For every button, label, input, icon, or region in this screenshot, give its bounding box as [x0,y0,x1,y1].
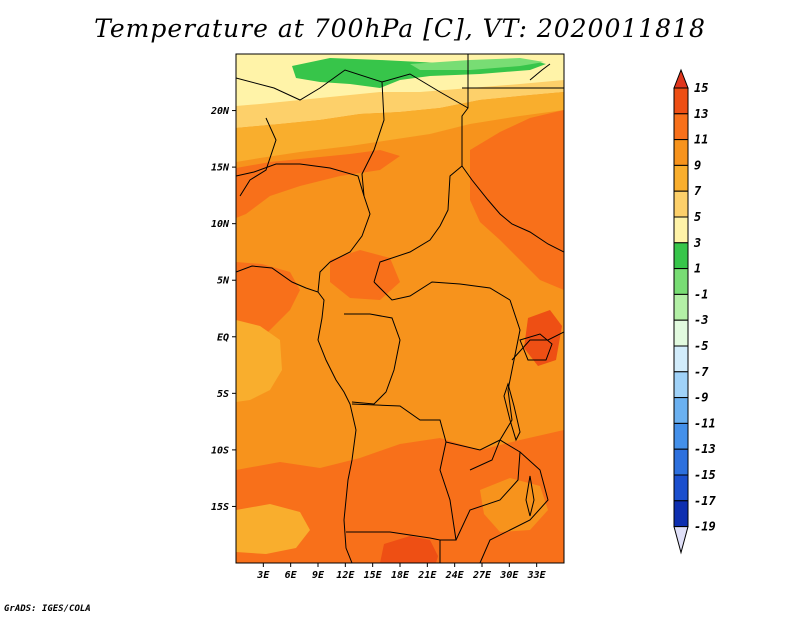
boundary-algeria-libya [236,69,469,109]
colorbar-label: -19 [694,520,716,534]
colorbar-box [673,371,689,399]
colorbar-label: -15 [694,468,716,482]
colorbar-top-arrow [673,68,689,89]
boundary-mali-niger [239,117,277,197]
lake-malawi [525,475,535,517]
lon-tick-label: 12E [336,570,355,581]
field-7-9-south [236,504,310,554]
lat-tick-label: 15N [211,163,230,174]
latitude-ticks: 20N 15N 10N 5N EQ 5S 10S 15S [210,106,236,513]
lon-tick-label: 18E [391,570,410,581]
boundary-sahel-line [236,163,365,197]
boundary-drc-east [469,299,521,471]
boundary-zambia [445,439,521,541]
colorbar-box [673,500,689,528]
boundary-east-africa [511,331,564,361]
lon-tick-label: 15E [364,570,383,581]
lon-tick-label: 24E [445,570,465,581]
colorbar-label: 3 [693,236,701,250]
colorbar-box [673,164,689,192]
colorbar-label: 9 [694,158,701,172]
colorbar-label: -5 [694,339,708,353]
field-11-13-cameroon [330,250,400,300]
colorbar-label: -1 [694,287,708,301]
colorbar-box [673,474,689,502]
lat-tick-label: 20N [210,106,230,117]
lon-tick-label: 21E [417,570,437,581]
lake-tanganyika [503,382,521,442]
lat-tick-label: EQ [217,332,229,343]
lake-victoria [519,333,553,361]
colorbar-label: -7 [694,365,709,379]
red-sea-coast [529,63,551,81]
colorbar-label: 15 [694,81,708,95]
lon-tick-label: 30E [499,570,519,581]
colorbar-box [673,293,689,321]
colorbar-box [673,113,689,141]
lon-tick-label: 33E [527,570,547,581]
lat-tick-label: 5N [217,276,230,287]
lon-tick-label: 6E [285,570,298,581]
colorbar-box [673,87,689,115]
field-7-9-north [236,92,564,162]
field-13-15 [380,536,438,563]
colorbar-label: 5 [694,210,701,224]
colorbar-box [673,345,689,373]
boundary-congo [344,313,401,405]
colorbar-box [673,448,689,476]
colorbar-box [673,139,689,166]
lon-tick-label: 27E [472,570,492,581]
colorbar-label: -17 [694,494,716,508]
boundary-namibia [346,531,441,563]
boundary-nigeria-cameroon [317,195,371,293]
field-7-9-coast [236,320,282,402]
colorbar-label: 11 [694,133,708,147]
field-minus1-1 [410,58,544,70]
lon-tick-label: 3E [256,570,270,581]
lat-tick-label: 5S [217,389,229,400]
colorbar-label: 1 [694,262,701,276]
colorbar-box [673,190,689,218]
field-11-13-south [236,430,564,563]
lon-tick-label: 9E [312,570,325,581]
boundary-car [373,281,511,301]
credit-label: GrADS: IGES/COLA [4,604,91,614]
colorbar-label: 7 [694,184,702,198]
boundary-sudan-east [461,165,564,253]
colorbar-label: -13 [694,442,716,456]
colorbar: 15 13 11 9 7 5 3 1 -1 -3 -5 -7 -9 -11 -13 -15 -17 -19 [673,68,716,555]
boundary-niger-chad [361,81,385,197]
lat-tick-label: 10S [211,445,229,456]
colorbar-label: -9 [694,391,708,405]
colorbar-bottom-arrow [673,526,689,555]
colorbar-label: -11 [694,416,716,430]
temperature-field [236,54,564,563]
colorbar-box [673,268,689,295]
colorbar-label: -3 [694,313,708,327]
country-boundaries [236,54,564,563]
colorbar-box [673,397,689,424]
boundary-libya-egypt [461,54,469,166]
boundary-chad-sudan [373,165,463,283]
field-11-13-sahel [236,150,400,218]
colorbar-box [673,242,689,270]
colorbar-box [673,319,689,347]
longitude-ticks: 3E 6E 9E 12E 15E 18E 21E 24E 27E 30E 33E [256,563,547,581]
chart-title: Temperature at 700hPa [C], VT: 202001181… [94,14,706,43]
colorbar-box [673,422,689,450]
lat-tick-label: 15S [211,502,229,513]
field-13-15-east [524,310,562,366]
colorbar-label: 13 [694,107,708,121]
colorbar-box [673,216,689,244]
boundary-mozambique [479,451,549,563]
lat-tick-label: 10N [211,219,230,230]
boundary-coast-west [236,265,357,563]
field-11-13-sudan [470,110,564,290]
